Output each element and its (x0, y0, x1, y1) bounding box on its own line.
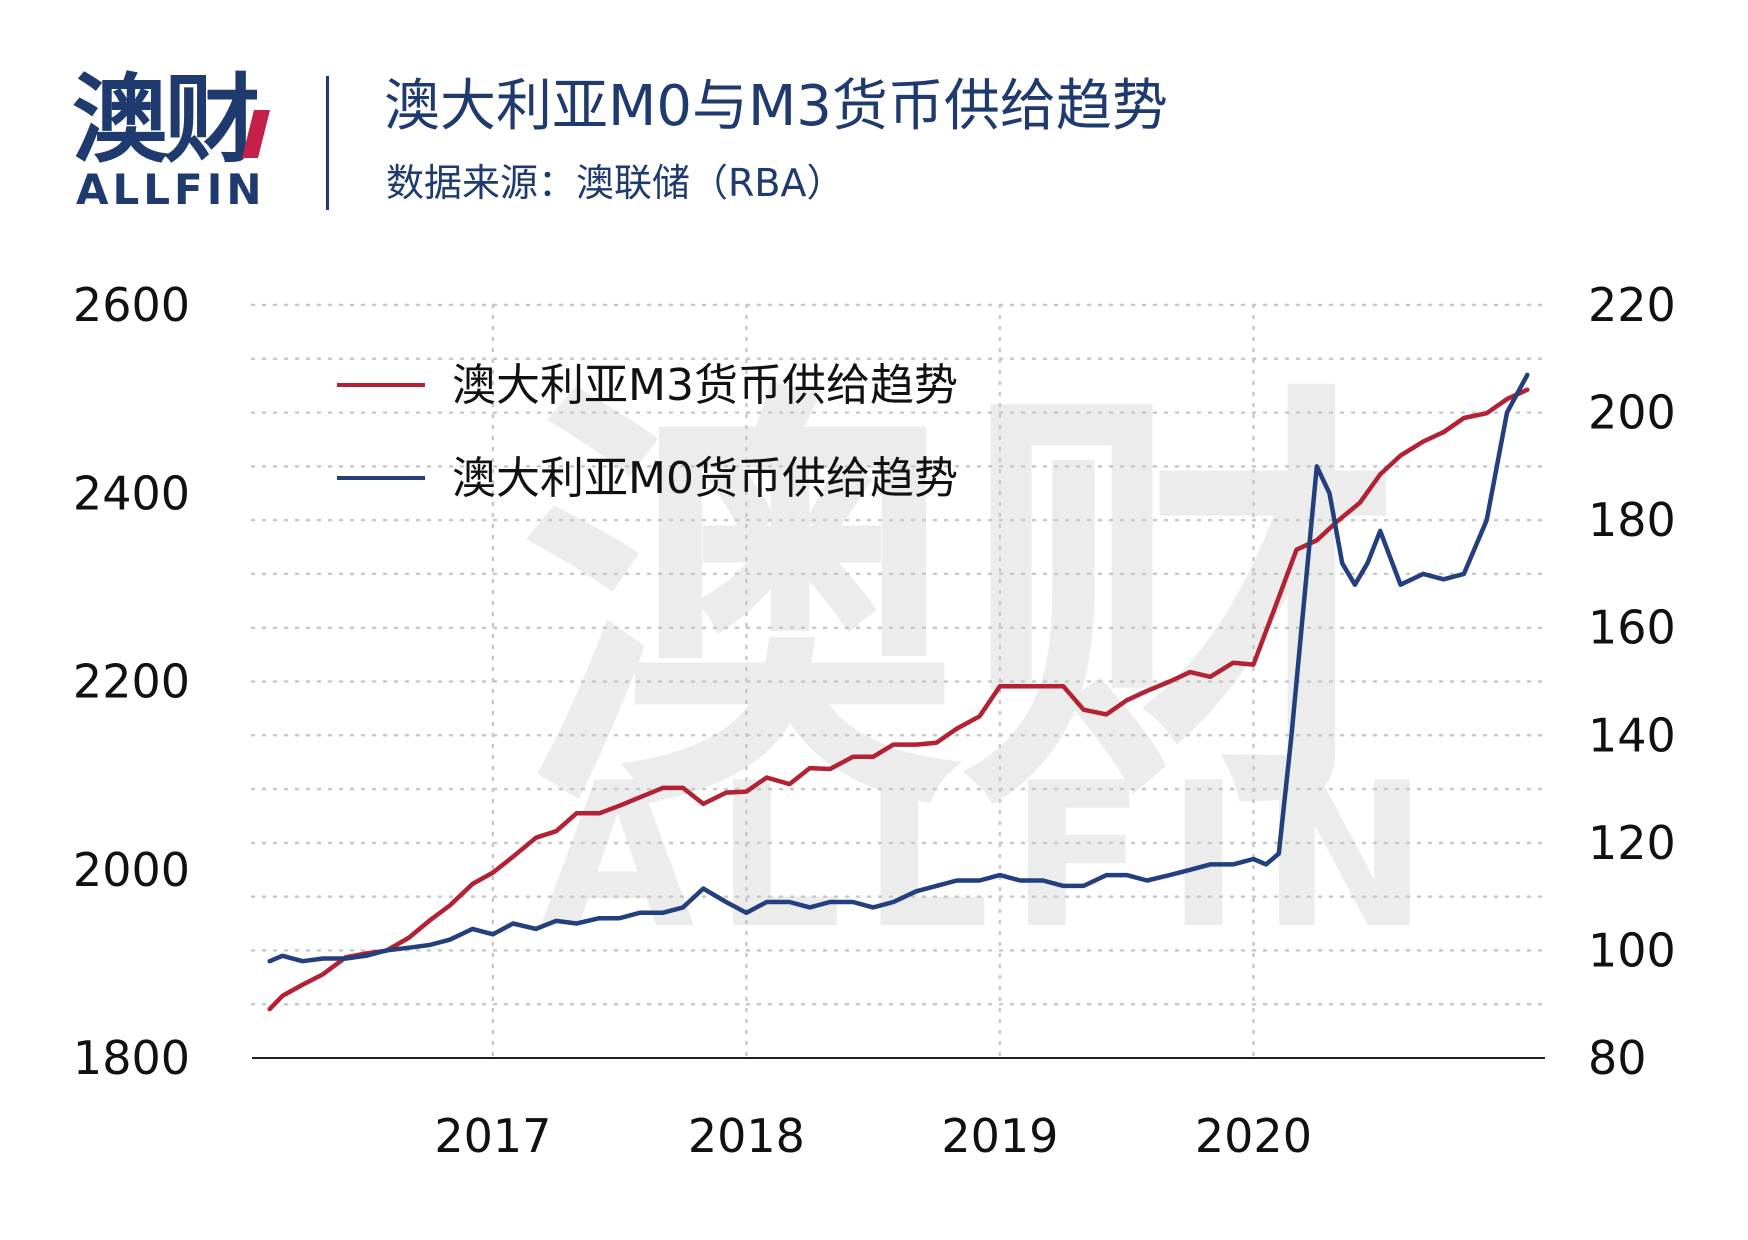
legend-label-m0: 澳大利亚M0货币供给趋势 (452, 453, 958, 504)
logo-chinese-text: 澳财 (72, 64, 260, 176)
chart-source: 数据来源：澳联储（RBA） (386, 161, 845, 205)
series-line-m3 (267, 387, 1530, 1012)
watermark-english: ALLFIN (540, 740, 1448, 973)
y-right-tick-label: 140 (1588, 708, 1676, 762)
x-axis: 2017 2018 2019 2020 (252, 1057, 1545, 1163)
y-left-tick-label: 2000 (73, 843, 190, 897)
y-left-tick-label: 2200 (73, 655, 190, 709)
watermark: 澳财 ALLFIN (520, 352, 1448, 973)
x-tick-label: 2018 (688, 1109, 805, 1163)
x-tick-label: 2017 (434, 1109, 551, 1163)
legend-label-m3: 澳大利亚M3货币供给趋势 (452, 360, 958, 411)
legend: 澳大利亚M3货币供给趋势 澳大利亚M0货币供给趋势 (337, 360, 958, 504)
y-right-tick-label: 200 (1588, 386, 1676, 440)
y-left-tick-label: 1800 (73, 1031, 190, 1085)
series-line-m0 (267, 372, 1530, 964)
y-axis-right: 80 100 120 140 160 180 200 220 (1588, 278, 1676, 1085)
x-tick-label: 2020 (1195, 1109, 1312, 1163)
allfin-logo: 澳财 ALLFIN (72, 70, 272, 220)
y-right-tick-label: 120 (1588, 816, 1676, 870)
y-right-tick-label: 160 (1588, 601, 1676, 655)
y-left-tick-label: 2600 (73, 278, 190, 332)
y-left-tick-label: 2400 (73, 466, 190, 520)
y-right-tick-label: 220 (1588, 278, 1676, 332)
logo-english-text: ALLFIN (76, 165, 266, 214)
series-lines (267, 372, 1530, 1012)
header-divider (326, 76, 329, 210)
grid (250, 303, 1547, 1060)
y-right-tick-label: 100 (1588, 923, 1676, 977)
y-right-tick-label: 180 (1588, 493, 1676, 547)
x-tick-label: 2019 (941, 1109, 1058, 1163)
chart-title: 澳大利亚M0与M3货币供给趋势 (384, 74, 1168, 139)
y-right-tick-label: 80 (1588, 1031, 1647, 1085)
y-axis-left: 1800 2000 2200 2400 2600 (73, 278, 190, 1085)
